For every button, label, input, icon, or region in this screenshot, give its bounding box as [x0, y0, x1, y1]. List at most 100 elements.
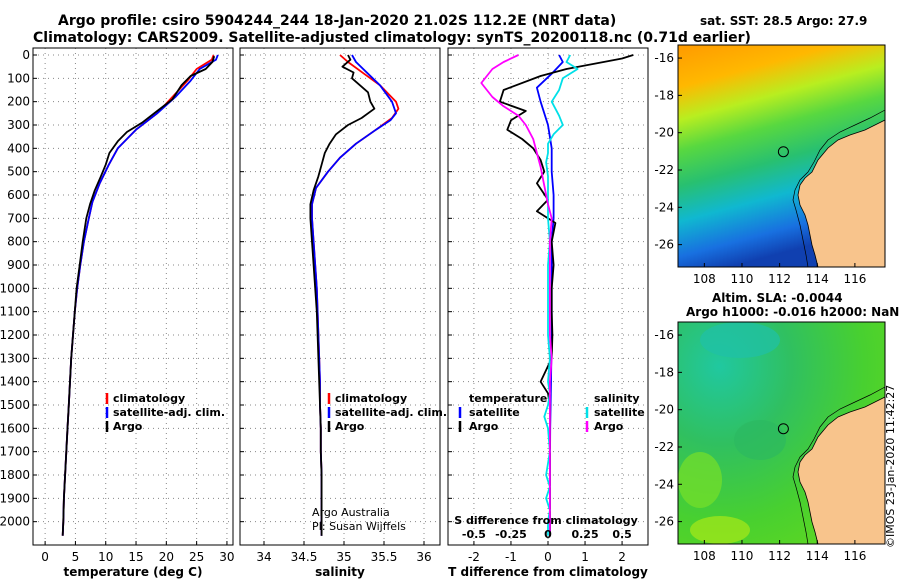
y-tick-label: 400 — [7, 141, 30, 155]
series-line — [499, 54, 634, 536]
y-tick-label: 1100 — [0, 305, 30, 319]
y-tick-label: 1600 — [0, 421, 30, 435]
map-y-tick-label: -26 — [654, 238, 674, 252]
series-group — [309, 54, 400, 536]
sla-map-title-2: Argo h1000: -0.016 h2000: NaN — [686, 305, 900, 319]
y-tick-label: 700 — [7, 211, 30, 225]
map-x-tick-label: 108 — [693, 272, 716, 286]
x-tick-label: 34 — [256, 550, 271, 564]
x-tick-label: 35.5 — [371, 550, 398, 564]
sla-map-axes: 108 110 112 114 116 -16 -18 -20 -22 -24 -26 — [654, 328, 866, 563]
map-y-tick-label: -22 — [654, 440, 674, 454]
sla-map-title-1: Altim. SLA: -0.0044 — [712, 291, 843, 305]
sst-map: 108 110 112 114 116 -16 -18 -20 -22 -24 -26 — [654, 44, 886, 286]
map-x-tick-label: 114 — [806, 549, 829, 563]
y-tick-label: 1200 — [0, 328, 30, 342]
series-line — [311, 54, 400, 536]
series-line — [480, 54, 553, 536]
x-tick-label: -1 — [505, 550, 517, 564]
series-line — [61, 54, 219, 536]
sst-float-marker — [777, 146, 789, 158]
plot-frame — [32, 47, 234, 546]
map-y-tick-label: -24 — [654, 477, 674, 491]
y-tick-label: 200 — [7, 95, 30, 109]
y-tick-label: 1900 — [0, 491, 30, 505]
title-line-2: Climatology: CARS2009. Satellite-adjuste… — [33, 30, 751, 46]
sla-map-land — [797, 396, 885, 544]
y-tick-label: 0 — [22, 48, 30, 62]
y-tick-label: 100 — [7, 71, 30, 85]
y-tick-label: 1700 — [0, 445, 30, 459]
x-tick-label: 0 — [41, 550, 49, 564]
series-line — [61, 55, 216, 536]
difference-panel: -2 -1 0 1 2T difference from climatology temp… — [447, 47, 649, 579]
sla-map: 108 110 112 114 116 -16 -18 -20 -22 -24 -26 — [654, 321, 886, 563]
title-line-1: Argo profile: csiro 5904244_244 18-Jan-2… — [58, 13, 617, 29]
map-y-tick-label: -20 — [654, 126, 674, 140]
x-tick-label: 15 — [128, 550, 143, 564]
x-axis-label: salinity — [315, 565, 365, 579]
x-tick-label: 1 — [581, 550, 589, 564]
map-y-tick-label: -24 — [654, 200, 674, 214]
x-tick-label: 2 — [618, 550, 626, 564]
temperature-panel: 0 5 10 15 20 25 30 temperature (deg C) 0 100 200 30… — [0, 47, 235, 579]
y-tick-label: 800 — [7, 235, 30, 249]
legend-label: Argo — [594, 420, 624, 433]
x-tick-label: 5 — [72, 550, 80, 564]
legend-label: Argo — [469, 420, 499, 433]
x-tick-label: 0 — [544, 550, 552, 564]
legend-label: satellite — [594, 406, 645, 419]
sst-map-title: sat. SST: 28.5 Argo: 27.9 — [700, 14, 868, 28]
sla-map-feature — [690, 516, 750, 544]
sst-map-frame — [677, 44, 886, 268]
map-x-tick-label: 112 — [768, 549, 791, 563]
sla-float-marker — [777, 423, 789, 435]
x-tick-label: 10 — [98, 550, 113, 564]
x-tick-label: -2 — [468, 550, 480, 564]
secondary-x-tick-label: 0.5 — [612, 528, 632, 541]
y-tick-label: 1500 — [0, 398, 30, 412]
map-y-tick-label: -18 — [654, 88, 674, 102]
legend-label: satellite — [469, 406, 520, 419]
x-tick-label: 30 — [219, 550, 234, 564]
legend-title-salinity: salinity — [594, 392, 640, 405]
secondary-x-tick-label: -0.25 — [495, 528, 527, 541]
sla-map-frame — [677, 321, 886, 545]
map-x-tick-label: 112 — [768, 272, 791, 286]
credit-line-1: Argo Australia — [312, 506, 390, 519]
sst-map-land — [797, 119, 885, 267]
x-tick-label: 20 — [159, 550, 174, 564]
secondary-x-tick-label: 0 — [544, 528, 552, 541]
salinity-panel: 34 34.5 35 35.5 36 salinity climatologysatelli… — [239, 47, 447, 579]
map-y-tick-label: -18 — [654, 365, 674, 379]
x-tick-label: 25 — [189, 550, 204, 564]
map-y-tick-label: -26 — [654, 515, 674, 529]
map-x-tick-label: 114 — [806, 272, 829, 286]
series-line — [309, 54, 376, 536]
series-line — [311, 54, 397, 536]
map-y-tick-label: -22 — [654, 163, 674, 177]
map-x-tick-label: 116 — [843, 549, 866, 563]
map-y-tick-label: -16 — [654, 51, 674, 65]
plot-frame — [239, 47, 441, 546]
credit-line-2: PI: Susan Wijffels — [312, 520, 406, 533]
y-tick-label: 1800 — [0, 468, 30, 482]
y-tick-label: 600 — [7, 188, 30, 202]
legend-label: climatology — [113, 392, 185, 405]
series-line — [543, 54, 579, 536]
series-group — [480, 54, 634, 536]
legend-label: satellite-adj. clim. — [113, 406, 225, 419]
x-axis-label: temperature (deg C) — [64, 565, 203, 579]
legend-label: satellite-adj. clim. — [335, 406, 447, 419]
sla-map-bathymetry — [792, 386, 885, 544]
y-tick-label: 900 — [7, 258, 30, 272]
legend-title-temperature: temperature — [469, 392, 547, 405]
map-x-tick-label: 110 — [731, 549, 754, 563]
map-x-tick-label: 108 — [693, 549, 716, 563]
y-tick-label: 1300 — [0, 351, 30, 365]
map-y-tick-label: -16 — [654, 328, 674, 342]
y-tick-label: 300 — [7, 118, 30, 132]
map-x-tick-label: 110 — [731, 272, 754, 286]
series-group — [61, 54, 219, 536]
